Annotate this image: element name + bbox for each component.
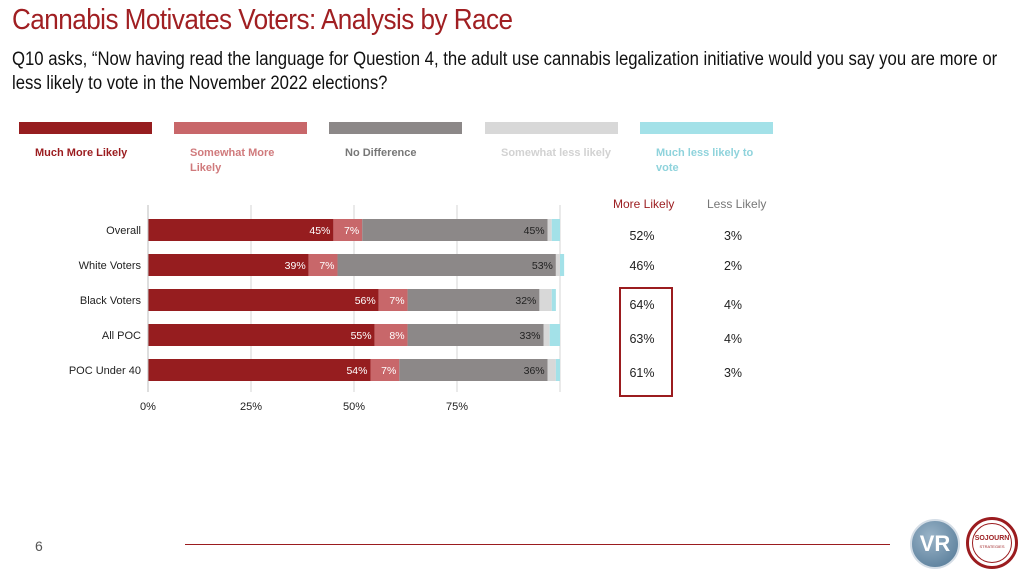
more-likely-value: 52%	[629, 229, 655, 243]
bar-segment	[407, 289, 540, 311]
bar-segment	[378, 289, 408, 311]
sojourn-logo-subtext: STRATEGIES	[979, 544, 1005, 549]
highlight-box	[619, 287, 673, 397]
bar-segment	[374, 324, 408, 346]
data-label: 32%	[515, 295, 536, 307]
data-label: 53%	[532, 260, 553, 272]
vr-logo: VR	[910, 519, 960, 569]
data-label: 39%	[285, 260, 306, 272]
data-label: 7%	[344, 225, 359, 237]
bar-segment	[370, 359, 400, 381]
less-likely-value: 4%	[723, 332, 743, 346]
more-likely-value: 61%	[629, 366, 655, 380]
bar-segment	[555, 254, 560, 276]
bar-segment	[549, 324, 560, 346]
bar-segment	[362, 219, 548, 241]
sojourn-logo: SOJOURN STRATEGIES	[966, 517, 1018, 569]
data-label: 55%	[351, 330, 372, 342]
data-label: 7%	[319, 260, 334, 272]
bar-segment	[333, 219, 363, 241]
bar-segment	[407, 324, 544, 346]
bar-segment	[337, 254, 556, 276]
more-likely-value: 64%	[629, 298, 655, 312]
x-tick-label: 75%	[446, 401, 468, 413]
data-label: 8%	[389, 330, 404, 342]
less-likely-value: 4%	[723, 298, 743, 312]
data-label: 45%	[309, 225, 330, 237]
legend-label: Much More Likely	[35, 147, 128, 159]
bar-segment	[148, 324, 375, 346]
bar-segment	[547, 219, 552, 241]
bar-segment	[560, 254, 565, 276]
legend-swatch	[329, 122, 462, 134]
legend-swatch	[485, 122, 618, 134]
legend-item-somewhat-less: Somewhat less likely	[485, 122, 618, 161]
more-likely-header: More Likely	[613, 197, 675, 211]
data-label: 56%	[355, 295, 376, 307]
legend-item-much-less: Much less likely to vote	[640, 122, 773, 176]
bar-segment	[399, 359, 548, 381]
bar-segment	[547, 359, 556, 381]
category-label: Black Voters	[80, 295, 142, 307]
bar-segment	[539, 289, 552, 311]
bar-segment	[148, 289, 379, 311]
bar-segment	[148, 219, 334, 241]
category-label: All POC	[102, 330, 141, 342]
less-likely-value: 3%	[723, 366, 743, 380]
bar-segment	[551, 219, 560, 241]
sojourn-logo-text: SOJOURN	[974, 535, 1010, 542]
legend-item-no-difference: No Difference	[329, 122, 462, 161]
legend-swatch	[19, 122, 152, 134]
category-label: Overall	[106, 225, 141, 237]
bar-segment	[543, 324, 550, 346]
legend-swatch	[640, 122, 773, 134]
x-tick-label: 50%	[343, 401, 365, 413]
data-label: 45%	[524, 225, 545, 237]
less-likely-header: Less Likely	[707, 197, 767, 211]
legend-label: Much less likely to vote	[656, 147, 754, 174]
bar-segment	[148, 359, 371, 381]
data-label: 36%	[524, 365, 545, 377]
footer-divider	[185, 544, 890, 545]
legend-label: Somewhat less likely	[501, 147, 612, 159]
category-label: POC Under 40	[69, 365, 141, 377]
data-label: 54%	[346, 365, 367, 377]
legend-swatch	[174, 122, 307, 134]
bar-segment	[308, 254, 338, 276]
more-likely-value: 46%	[629, 259, 655, 273]
page-number: 6	[35, 538, 43, 554]
bar-segment	[555, 359, 560, 381]
bar-segment	[148, 254, 309, 276]
x-tick-label: 0%	[140, 401, 156, 413]
question-text: Q10 asks, “Now having read the language …	[12, 49, 998, 94]
legend-item-somewhat-more: Somewhat More Likely	[174, 122, 307, 176]
bar-segment	[551, 289, 556, 311]
legend-item-much-more: Much More Likely	[19, 122, 152, 161]
data-label: 33%	[520, 330, 541, 342]
category-label: White Voters	[79, 260, 142, 272]
slide-title: Cannabis Motivates Voters: Analysis by R…	[12, 4, 513, 36]
data-label: 7%	[381, 365, 396, 377]
legend-label: No Difference	[345, 147, 417, 159]
less-likely-value: 3%	[723, 229, 743, 243]
x-tick-label: 25%	[240, 401, 262, 413]
less-likely-value: 2%	[723, 259, 743, 273]
legend-label: Somewhat More Likely	[190, 147, 275, 174]
sojourn-logo-mark: SOJOURN STRATEGIES	[972, 523, 1012, 563]
data-label: 7%	[389, 295, 404, 307]
more-likely-value: 63%	[629, 332, 655, 346]
